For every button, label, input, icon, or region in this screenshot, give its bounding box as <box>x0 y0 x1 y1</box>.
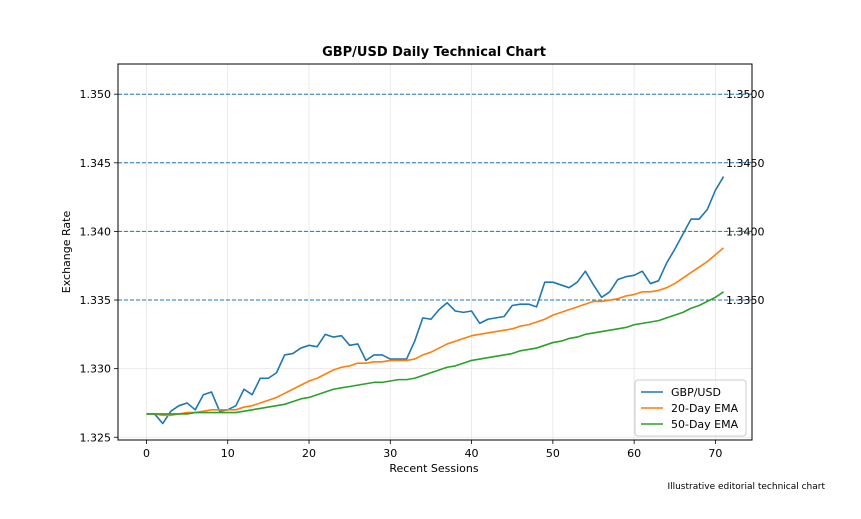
legend-box <box>634 379 747 437</box>
y-tick-label: 1.350 <box>80 88 112 101</box>
reference-level-label: 1.3400 <box>726 225 765 238</box>
series-line <box>146 291 724 415</box>
y-tick-label: 1.340 <box>80 225 112 238</box>
y-tick-label: 1.330 <box>80 363 112 376</box>
x-tick-label: 40 <box>465 447 479 460</box>
reference-level-label: 1.3350 <box>726 294 765 307</box>
legend-label: 20-Day EMA <box>671 402 739 415</box>
x-axis-label: Recent Sessions <box>389 462 478 475</box>
reference-level-label: 1.3500 <box>726 88 765 101</box>
legend-label: GBP/USD <box>671 386 721 399</box>
x-tick-label: 10 <box>221 447 235 460</box>
x-tick-label: 0 <box>143 447 150 460</box>
x-tick-label: 70 <box>708 447 722 460</box>
series-line <box>146 176 725 425</box>
y-axis-label: Exchange Rate <box>60 211 73 294</box>
y-tick-label: 1.345 <box>80 157 112 170</box>
y-tick-label: 1.335 <box>80 294 112 307</box>
x-tick-label: 50 <box>546 447 560 460</box>
plot-area-frame <box>117 63 753 441</box>
series-line <box>146 247 725 417</box>
y-tick-label: 1.325 <box>80 431 112 444</box>
legend-label: 50-Day EMA <box>671 418 739 431</box>
footnote: Illustrative editorial technical chart <box>667 482 825 492</box>
x-tick-label: 60 <box>627 447 641 460</box>
chart-title: GBP/USD Daily Technical Chart <box>322 45 546 60</box>
x-tick-label: 30 <box>383 447 397 460</box>
reference-level-label: 1.3450 <box>726 157 765 170</box>
x-tick-label: 20 <box>302 447 316 460</box>
legend: GBP/USD 20-Day EMA 50-Day EMA <box>634 379 747 437</box>
